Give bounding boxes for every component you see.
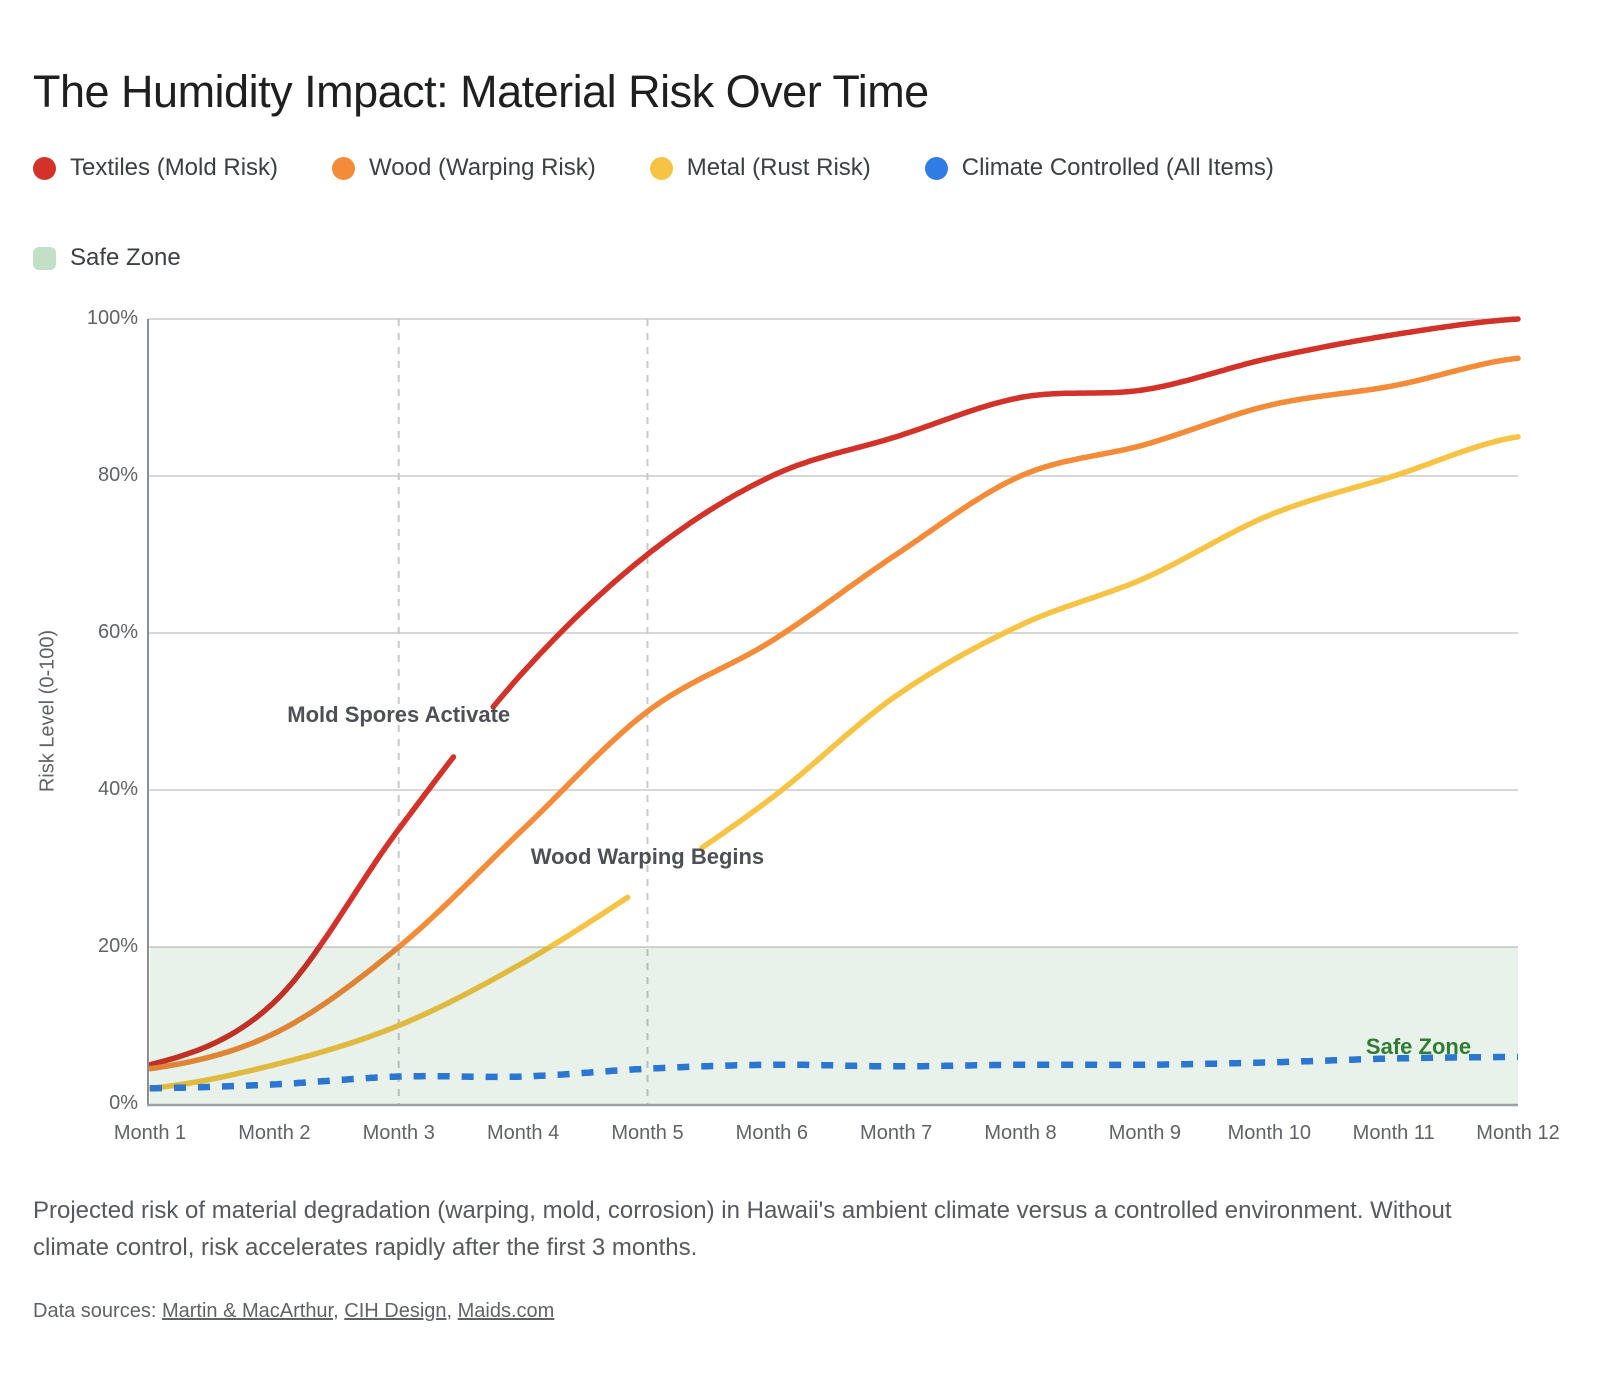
legend-item-climate-controlled-all-items: Climate Controlled (All Items) bbox=[924, 154, 1274, 182]
data-sources-prefix: Data sources: bbox=[33, 1300, 157, 1322]
legend-dot-textiles-mold-risk bbox=[33, 156, 56, 180]
x-tick-month-9: Month 9 bbox=[1108, 1122, 1182, 1144]
data-sources-links: Martin & MacArthur, CIH Design, Maids.co… bbox=[161, 1300, 555, 1322]
y-tick-0%: 0% bbox=[109, 1092, 138, 1114]
annotation-safe-zone: Safe Zone bbox=[1365, 1034, 1472, 1060]
x-tick-month-6: Month 6 bbox=[735, 1122, 808, 1144]
x-tick-month-2: Month 2 bbox=[238, 1122, 311, 1144]
x-tick-month-4: Month 4 bbox=[486, 1122, 560, 1144]
legend-dot-wood-warping-risk bbox=[332, 156, 356, 180]
y-tick-20%: 20% bbox=[97, 935, 138, 957]
source-link-cih-design[interactable]: CIH Design bbox=[344, 1300, 447, 1322]
y-tick-60%: 60% bbox=[97, 621, 138, 643]
y-tick-100%: 100% bbox=[86, 307, 138, 329]
caption: Projected risk of material degradation (… bbox=[33, 1197, 1452, 1261]
y-tick-80%: 80% bbox=[97, 464, 138, 486]
y-axis-title: Risk Level (0-100) bbox=[36, 629, 59, 793]
legend-item-textiles-mold-risk: Textiles (Mold Risk) bbox=[33, 154, 278, 182]
annotation-wood-warping-begins: Wood Warping Begins bbox=[530, 843, 765, 869]
x-tick-month-5: Month 5 bbox=[611, 1122, 684, 1144]
source-link-maids-com[interactable]: Maids.com bbox=[457, 1300, 555, 1322]
legend-item-safe-zone: Safe Zone bbox=[33, 244, 181, 272]
chart-title: The Humidity Impact: Material Risk Over … bbox=[33, 66, 929, 118]
y-tick-40%: 40% bbox=[97, 778, 138, 800]
legend: Textiles (Mold Risk) Wood (Warping Risk) M… bbox=[33, 154, 1274, 182]
x-tick-month-1: Month 1 bbox=[113, 1122, 187, 1144]
annotation-mold-spores-activate: Mold Spores Activate bbox=[287, 702, 511, 728]
data-sources: Data sources: Martin & MacArthur, CIH De… bbox=[33, 1300, 554, 1323]
x-tick-month-3: Month 3 bbox=[362, 1122, 435, 1144]
legend-label: Metal (Rust Risk) bbox=[686, 154, 871, 181]
safe-zone-swatch bbox=[33, 246, 56, 270]
x-tick-month-7: Month 7 bbox=[860, 1122, 933, 1144]
legend-item-wood-warping-risk: Wood (Warping Risk) bbox=[332, 154, 596, 182]
x-tick-month-12: Month 12 bbox=[1476, 1122, 1560, 1144]
legend-label: Climate Controlled (All Items) bbox=[961, 154, 1274, 181]
source-link-martin-macarthur[interactable]: Martin & MacArthur bbox=[161, 1300, 334, 1322]
x-tick-month-10: Month 10 bbox=[1227, 1122, 1311, 1144]
legend-dot-climate-controlled-all-items bbox=[924, 156, 948, 180]
legend-item-metal-rust-risk: Metal (Rust Risk) bbox=[649, 154, 871, 182]
legend-dot-metal-rust-risk bbox=[649, 156, 673, 180]
x-tick-month-11: Month 11 bbox=[1352, 1122, 1435, 1144]
legend-label: Textiles (Mold Risk) bbox=[70, 154, 279, 181]
x-tick-month-8: Month 8 bbox=[984, 1122, 1057, 1144]
legend-safe-zone: Safe Zone bbox=[33, 244, 181, 272]
safe-zone-band bbox=[150, 947, 1518, 1104]
safe-zone-legend-label: Safe Zone bbox=[70, 244, 181, 271]
legend-label: Wood (Warping Risk) bbox=[369, 154, 596, 181]
